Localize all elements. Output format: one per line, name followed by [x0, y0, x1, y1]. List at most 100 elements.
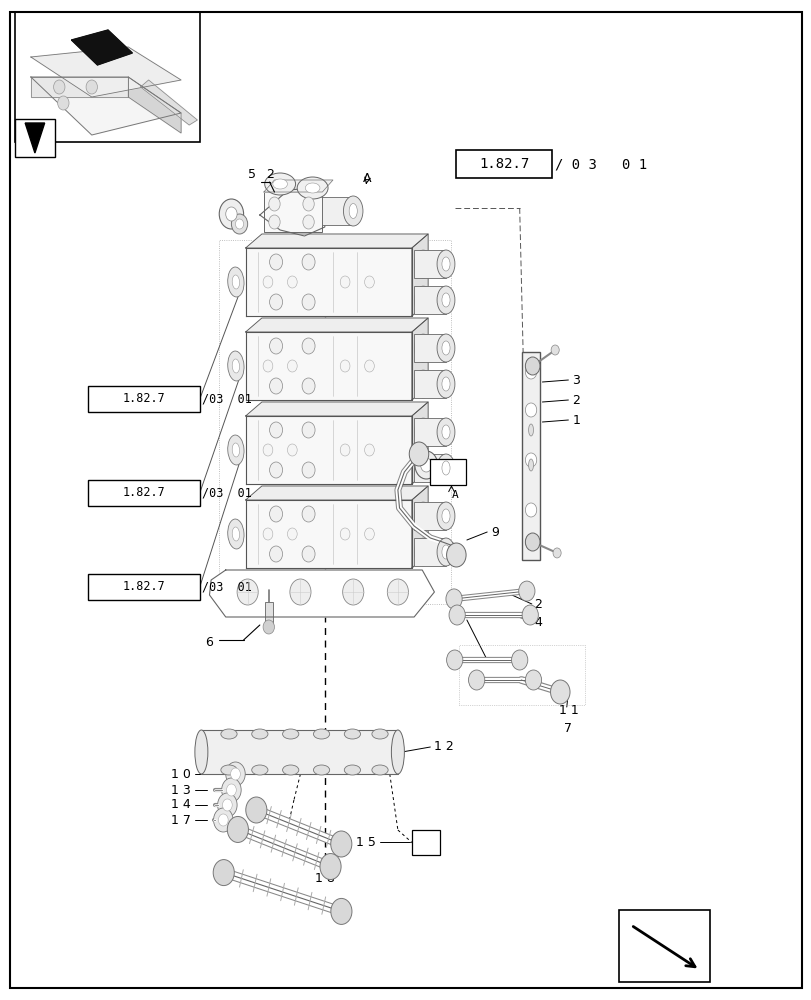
Bar	[430, 459, 466, 485]
Bar	[413, 538, 445, 566]
Text: 1 3: 1 3	[171, 784, 191, 796]
Bar	[88, 386, 200, 412]
Bar	[521, 352, 539, 560]
Polygon shape	[25, 123, 45, 153]
Ellipse shape	[227, 435, 244, 465]
Ellipse shape	[414, 454, 431, 482]
Circle shape	[287, 276, 297, 288]
Circle shape	[364, 444, 374, 456]
Ellipse shape	[391, 730, 404, 774]
Ellipse shape	[436, 538, 454, 566]
Text: 1 4: 1 4	[171, 798, 191, 812]
Circle shape	[230, 768, 240, 780]
Ellipse shape	[414, 538, 431, 566]
Ellipse shape	[343, 196, 363, 226]
Bar	[412, 830, 440, 855]
Ellipse shape	[297, 177, 328, 199]
Circle shape	[263, 276, 272, 288]
Ellipse shape	[414, 418, 431, 446]
Ellipse shape	[313, 729, 329, 739]
Circle shape	[58, 96, 69, 110]
Ellipse shape	[441, 377, 449, 391]
Bar	[322, 197, 353, 225]
Circle shape	[302, 422, 315, 438]
Circle shape	[340, 276, 350, 288]
Text: 1 2: 1 2	[434, 740, 453, 754]
Ellipse shape	[528, 459, 533, 471]
Polygon shape	[245, 248, 411, 316]
Circle shape	[213, 860, 234, 886]
Bar	[15, 12, 200, 142]
Bar	[413, 334, 445, 362]
Circle shape	[302, 546, 315, 562]
Text: 2: 2	[534, 597, 542, 610]
Circle shape	[420, 458, 431, 472]
Circle shape	[287, 360, 297, 372]
Circle shape	[551, 345, 559, 355]
Circle shape	[387, 579, 408, 605]
Circle shape	[269, 546, 282, 562]
Polygon shape	[245, 402, 427, 416]
Circle shape	[550, 680, 569, 704]
Circle shape	[269, 462, 282, 478]
Ellipse shape	[441, 461, 449, 475]
Ellipse shape	[344, 765, 360, 775]
Circle shape	[330, 831, 351, 857]
Text: 1 5 8: 1 5 8	[432, 467, 463, 477]
Circle shape	[231, 214, 247, 234]
Circle shape	[226, 784, 236, 796]
Circle shape	[221, 778, 241, 802]
Ellipse shape	[349, 204, 357, 219]
Text: 1: 1	[572, 414, 580, 426]
Ellipse shape	[272, 179, 287, 189]
Bar	[456, 150, 551, 178]
Polygon shape	[245, 318, 427, 332]
Polygon shape	[411, 402, 427, 484]
Ellipse shape	[441, 257, 449, 271]
Circle shape	[414, 451, 437, 479]
Bar	[264, 192, 322, 232]
Circle shape	[320, 854, 341, 880]
Ellipse shape	[414, 502, 431, 530]
Circle shape	[525, 453, 536, 467]
Bar	[413, 250, 445, 278]
Ellipse shape	[441, 425, 449, 439]
Circle shape	[525, 357, 539, 375]
Text: / 0 3   0 1: / 0 3 0 1	[555, 157, 646, 171]
Circle shape	[525, 533, 539, 551]
Bar	[413, 454, 445, 482]
Circle shape	[86, 80, 97, 94]
Text: 5: 5	[247, 168, 255, 182]
Text: /03  01: /03 01	[202, 392, 251, 406]
Ellipse shape	[232, 443, 239, 457]
Circle shape	[303, 197, 314, 211]
Ellipse shape	[528, 424, 533, 436]
Ellipse shape	[441, 509, 449, 523]
Bar	[264, 602, 272, 624]
Ellipse shape	[414, 250, 431, 278]
Ellipse shape	[227, 351, 244, 381]
Polygon shape	[71, 30, 132, 65]
Circle shape	[235, 219, 243, 229]
Polygon shape	[245, 500, 411, 568]
Text: 1 6: 1 6	[416, 838, 436, 848]
Circle shape	[287, 444, 297, 456]
Text: 1 8: 1 8	[315, 871, 334, 884]
Text: 1 7: 1 7	[171, 814, 191, 826]
Circle shape	[364, 276, 374, 288]
Circle shape	[521, 605, 538, 625]
Circle shape	[525, 670, 541, 690]
Circle shape	[446, 650, 462, 670]
Circle shape	[409, 442, 428, 466]
Ellipse shape	[344, 729, 360, 739]
Polygon shape	[264, 180, 333, 192]
Circle shape	[218, 814, 228, 826]
Ellipse shape	[313, 765, 329, 775]
Circle shape	[552, 548, 560, 558]
Text: /03  01: /03 01	[202, 580, 251, 593]
Circle shape	[446, 543, 466, 567]
Ellipse shape	[371, 729, 388, 739]
Text: 9: 9	[491, 526, 499, 538]
Ellipse shape	[221, 729, 237, 739]
Ellipse shape	[305, 183, 320, 193]
